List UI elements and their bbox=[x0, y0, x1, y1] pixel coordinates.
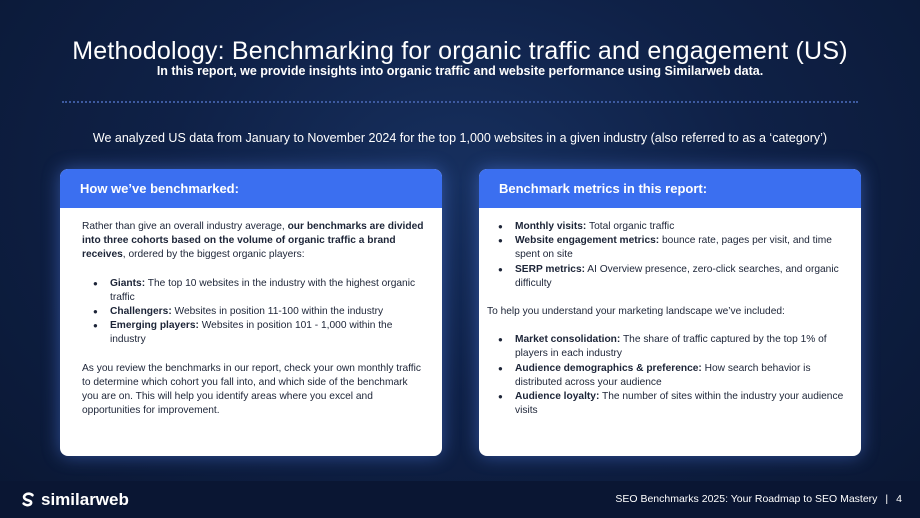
cohort-item-challengers: Challengers: Websites in position 11-100… bbox=[93, 305, 426, 319]
dotted-divider bbox=[62, 101, 858, 103]
metric-text: bounce rate, pages per visit, and time s… bbox=[515, 235, 832, 261]
metrics-card-heading: Benchmark metrics in this report: bbox=[479, 169, 861, 208]
intro-bold: our benchmarks are divided into three co… bbox=[82, 221, 424, 261]
benchmarking-card: How we’ve benchmarked: Rather than give … bbox=[60, 169, 442, 456]
brand-name: similarweb bbox=[41, 490, 129, 509]
metric-term: Monthly visits: bbox=[515, 221, 587, 232]
extra-item-market-consolidation: Market consolidation: The share of traff… bbox=[498, 333, 845, 361]
metrics-card-body: Monthly visits: Total organic traffic We… bbox=[479, 208, 861, 418]
metric-item-serp: SERP metrics: AI Overview presence, zero… bbox=[498, 263, 845, 291]
similarweb-logo: similarweb bbox=[20, 490, 129, 510]
page-number: 4 bbox=[896, 493, 902, 505]
extra-item-audience-demographics: Audience demographics & preference: How … bbox=[498, 362, 845, 390]
metrics-list: Monthly visits: Total organic traffic We… bbox=[487, 220, 845, 291]
extra-text: How search behavior is distributed acros… bbox=[515, 362, 811, 388]
benchmarking-intro: Rather than give an overall industry ave… bbox=[82, 220, 426, 263]
report-title: SEO Benchmarks 2025: Your Roadmap to SEO… bbox=[615, 493, 878, 505]
footer-caption: SEO Benchmarks 2025: Your Roadmap to SEO… bbox=[615, 493, 902, 505]
extra-term: Audience demographics & preference: bbox=[515, 362, 702, 374]
metric-text: Total organic traffic bbox=[586, 221, 675, 232]
benchmarking-card-heading: How we’ve benchmarked: bbox=[60, 169, 442, 208]
footer-separator: | bbox=[885, 493, 889, 505]
extra-text: The number of sites within the industry … bbox=[515, 391, 844, 417]
extra-term: Audience loyalty: bbox=[515, 391, 600, 403]
extra-term: Market consolidation: bbox=[515, 334, 621, 346]
metrics-middle-text: To help you understand your marketing la… bbox=[487, 306, 785, 318]
page-title: Methodology: Benchmarking for organic tr… bbox=[72, 36, 848, 65]
cohort-text: Websites in position 11-100 within the i… bbox=[171, 306, 384, 318]
cohort-term: Emerging players: bbox=[110, 320, 199, 332]
footer-bar: similarweb SEO Benchmarks 2025: Your Roa… bbox=[0, 481, 920, 518]
metric-item-monthly-visits: Monthly visits: Total organic traffic bbox=[498, 220, 845, 234]
intro-suffix: , ordered by the biggest organic players… bbox=[122, 249, 305, 261]
benchmarking-card-body: Rather than give an overall industry ave… bbox=[60, 208, 442, 418]
cohort-text: The top 10 websites in the industry with… bbox=[110, 277, 416, 303]
extra-item-audience-loyalty: Audience loyalty: The number of sites wi… bbox=[498, 390, 845, 418]
intro-prefix: Rather than give an overall industry ave… bbox=[82, 221, 288, 232]
cohort-item-emerging: Emerging players: Websites in position 1… bbox=[93, 319, 426, 347]
cohort-term: Challengers: bbox=[110, 306, 172, 318]
intro-text: We analyzed US data from January to Nove… bbox=[92, 131, 828, 145]
benchmarking-closing: As you review the benchmarks in our repo… bbox=[82, 362, 421, 417]
cohort-item-giants: Giants: The top 10 websites in the indus… bbox=[93, 277, 426, 305]
metric-term: Website engagement metrics: bbox=[515, 235, 660, 247]
extras-list: Market consolidation: The share of traff… bbox=[487, 333, 845, 418]
cohort-list: Giants: The top 10 websites in the indus… bbox=[82, 277, 426, 348]
cohort-text: Websites in position 101 - 1,000 within … bbox=[110, 320, 393, 346]
metric-text: AI Overview presence, zero-click searche… bbox=[515, 263, 839, 289]
similarweb-logo-icon bbox=[22, 492, 34, 507]
page-subtitle: In this report, we provide insights into… bbox=[156, 64, 764, 78]
cohort-term: Giants: bbox=[110, 277, 146, 289]
extra-text: The share of traffic captured by the top… bbox=[515, 334, 827, 360]
metrics-card: Benchmark metrics in this report: Monthl… bbox=[479, 169, 861, 456]
metric-term: SERP metrics: bbox=[515, 263, 586, 275]
metric-item-engagement: Website engagement metrics: bounce rate,… bbox=[498, 234, 845, 262]
